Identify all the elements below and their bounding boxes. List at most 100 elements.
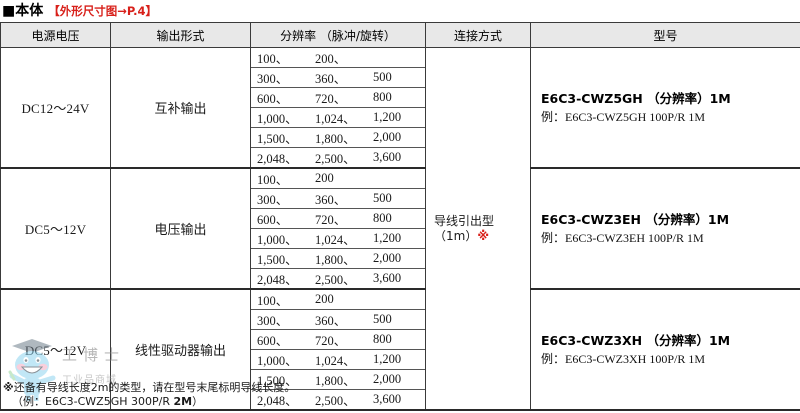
page-title-main: ■本体 <box>2 3 44 19</box>
resolution-value: 100、 <box>251 290 309 310</box>
table-header: 电源电压 输出形式 分辨率 （脉冲/旋转） 连接方式 型号 <box>0 22 800 48</box>
resolution-row: 1,500、 1,800、 2,000 <box>251 369 425 390</box>
resolution-value: 1,024、 <box>309 107 367 128</box>
cell-output-type-1: 互补输出 <box>110 47 251 169</box>
resolution-value: 200 <box>309 169 367 189</box>
dimension-drawing-reference: 【外形尺寸图→P.4】 <box>48 4 158 18</box>
resolution-value: 2,048、 <box>251 389 309 409</box>
resolution-value: 1,000、 <box>251 107 309 128</box>
connection-line1: 导线引出型 <box>434 213 495 228</box>
resolution-value: 2,000 <box>367 248 425 269</box>
footnote: ※还备有导线长度2m的类型，请在型号末尾标明导线长度。 （例：E6C3-CWZ5… <box>3 381 295 409</box>
resolution-row: 1,000、 1,024、 1,200 <box>251 107 425 128</box>
resolution-row: 600、 720、 800 <box>251 87 425 108</box>
resolution-row: 100、 200、 <box>251 48 425 68</box>
resolution-value: 800 <box>367 329 425 350</box>
resolution-value: 3,600 <box>367 268 425 288</box>
resolution-value: 720、 <box>309 329 367 350</box>
resolution-value: 100、 <box>251 169 309 189</box>
resolution-value: 720、 <box>309 87 367 108</box>
column-header-voltage: 电源电压 <box>0 22 111 48</box>
resolution-row: 2,048、 2,500、 3,600 <box>251 147 425 167</box>
resolution-value: 2,500、 <box>309 268 367 288</box>
resolution-value: 600、 <box>251 208 309 229</box>
footnote-mark-icon: ※ <box>3 381 14 394</box>
cell-model-3: E6C3-CWZ3XH （分辨率）1M 例：E6C3-CWZ3XH 100P/R… <box>530 288 800 411</box>
resolution-grid-3: 100、 200 300、 360、 500 600、 720、 800 <box>251 290 425 409</box>
page-title: ■本体 【外形尺寸图→P.4】 <box>0 0 800 22</box>
resolution-value: 360、 <box>309 188 367 209</box>
resolution-value: 1,200 <box>367 349 425 370</box>
resolution-value: 3,600 <box>367 389 425 409</box>
resolution-value: 1,800、 <box>309 127 367 148</box>
cell-resolution-2: 100、 200 300、 360、 500 600、 720、 800 <box>250 167 426 290</box>
resolution-value: 200 <box>309 290 367 310</box>
specification-table: 电源电压 输出形式 分辨率 （脉冲/旋转） 连接方式 型号 DC12～24V 互… <box>0 22 800 411</box>
resolution-row: 300、 360、 500 <box>251 309 425 330</box>
cell-model-1: E6C3-CWZ5GH （分辨率）1M 例：E6C3-CWZ5GH 100P/R… <box>530 47 800 169</box>
resolution-row: 100、 200 <box>251 169 425 189</box>
resolution-value: 500 <box>367 188 425 209</box>
resolution-value: 300、 <box>251 309 309 330</box>
footnote-line2-prefix: （例：E6C3-CWZ5GH 300P/R <box>12 395 174 408</box>
resolution-row: 600、 720、 800 <box>251 208 425 229</box>
resolution-grid-2: 100、 200 300、 360、 500 600、 720、 800 <box>251 169 425 288</box>
resolution-value: 500 <box>367 67 425 88</box>
resolution-value: 1,500、 <box>251 248 309 269</box>
footnote-line2: （例：E6C3-CWZ5GH 300P/R 2M） <box>12 395 295 409</box>
resolution-value <box>367 48 425 68</box>
resolution-value: 2,000 <box>367 369 425 390</box>
model-number: E6C3-CWZ3EH （分辨率）1M <box>541 211 730 227</box>
footnote-line2-bold: 2M <box>173 395 193 408</box>
resolution-value: 720、 <box>309 208 367 229</box>
resolution-row: 1,500、 1,800、 2,000 <box>251 127 425 148</box>
resolution-value: 3,600 <box>367 147 425 167</box>
resolution-value: 200、 <box>309 48 367 68</box>
resolution-value: 2,000 <box>367 127 425 148</box>
resolution-value: 360、 <box>309 309 367 330</box>
resolution-value: 1,200 <box>367 107 425 128</box>
resolution-row: 600、 720、 800 <box>251 329 425 350</box>
resolution-value: 1,000、 <box>251 228 309 249</box>
resolution-value: 100、 <box>251 48 309 68</box>
resolution-value <box>367 169 425 189</box>
resolution-value: 500 <box>367 309 425 330</box>
table-body: DC12～24V 互补输出 100、 200、 300、 360、 500 <box>0 47 800 411</box>
resolution-value: 2,500、 <box>309 147 367 167</box>
resolution-value: 2,048、 <box>251 147 309 167</box>
connection-line2: （1m） <box>434 228 478 243</box>
cell-resolution-1: 100、 200、 300、 360、 500 600、 720、 800 <box>250 47 426 169</box>
resolution-value: 600、 <box>251 87 309 108</box>
resolution-value: 800 <box>367 87 425 108</box>
model-example: 例：E6C3-CWZ3EH 100P/R 1M <box>541 230 704 245</box>
footnote-line2-suffix: ） <box>192 395 204 408</box>
resolution-row: 300、 360、 500 <box>251 188 425 209</box>
footnote-line1: 还备有导线长度2m的类型，请在型号末尾标明导线长度。 <box>13 381 296 394</box>
resolution-value: 1,024、 <box>309 228 367 249</box>
table-header-row: 电源电压 输出形式 分辨率 （脉冲/旋转） 连接方式 型号 <box>0 22 800 48</box>
resolution-value: 300、 <box>251 188 309 209</box>
resolution-value: 1,024、 <box>309 349 367 370</box>
column-header-output-type: 输出形式 <box>110 22 251 48</box>
resolution-value: 1,000、 <box>251 349 309 370</box>
resolution-value: 300、 <box>251 67 309 88</box>
resolution-row: 2,048、 2,500、 3,600 <box>251 268 425 288</box>
resolution-value: 1,800、 <box>309 248 367 269</box>
resolution-row: 300、 360、 500 <box>251 67 425 88</box>
column-header-resolution: 分辨率 （脉冲/旋转） <box>250 22 426 48</box>
resolution-value: 1,500、 <box>251 369 309 390</box>
resolution-row: 1,000、 1,024、 1,200 <box>251 349 425 370</box>
resolution-value: 2,048、 <box>251 268 309 288</box>
column-header-model: 型号 <box>530 22 800 48</box>
resolution-value: 800 <box>367 208 425 229</box>
resolution-value: 600、 <box>251 329 309 350</box>
resolution-grid-1: 100、 200、 300、 360、 500 600、 720、 800 <box>251 48 425 167</box>
resolution-value: 1,800、 <box>309 369 367 390</box>
cell-resolution-3: 100、 200 300、 360、 500 600、 720、 800 <box>250 288 426 411</box>
column-header-connection: 连接方式 <box>425 22 531 48</box>
model-example: 例：E6C3-CWZ5GH 100P/R 1M <box>541 109 706 124</box>
resolution-row: 100、 200 <box>251 290 425 310</box>
cell-connection-method: 导线引出型 （1m）※ <box>425 47 531 411</box>
model-number: E6C3-CWZ3XH （分辨率）1M <box>541 332 731 348</box>
cell-output-type-2: 电压输出 <box>110 167 251 290</box>
